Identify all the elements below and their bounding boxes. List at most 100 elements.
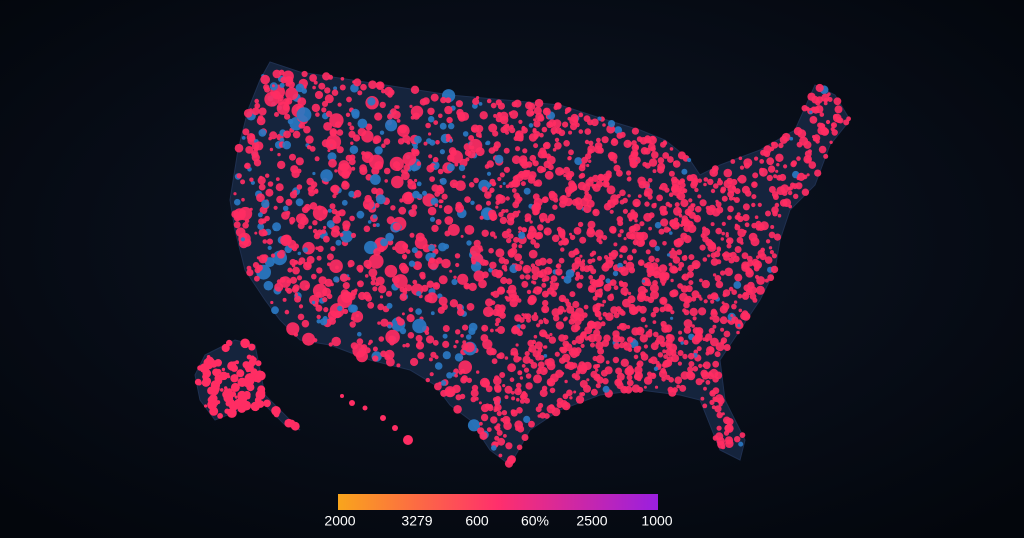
dot [615, 367, 623, 375]
dot [302, 247, 309, 253]
dot [725, 234, 729, 238]
dot [629, 306, 638, 316]
dot [442, 351, 451, 360]
dot [486, 200, 491, 206]
dot [723, 251, 730, 258]
dot [648, 329, 653, 333]
dot [558, 240, 564, 246]
dot [726, 243, 732, 249]
dot [574, 157, 583, 166]
dot [538, 354, 545, 361]
dot [504, 130, 510, 135]
dot [513, 192, 520, 200]
dot [472, 97, 480, 106]
dot [558, 257, 565, 264]
dot [715, 432, 724, 441]
dot [207, 396, 215, 404]
dot [668, 192, 674, 197]
dot [253, 159, 262, 167]
dot [410, 105, 424, 119]
dot [280, 76, 287, 84]
dot [342, 224, 350, 232]
dot [495, 194, 504, 202]
dot [341, 180, 349, 187]
dot [702, 363, 706, 368]
dot [518, 136, 524, 142]
dot [710, 188, 716, 194]
dot [525, 274, 531, 280]
dot [756, 255, 760, 259]
dot [580, 343, 585, 348]
dot [569, 116, 579, 126]
dot [559, 346, 565, 352]
dot [251, 142, 260, 151]
dot [438, 113, 443, 119]
dot [734, 319, 743, 328]
dot [537, 414, 542, 418]
dot [507, 363, 516, 373]
dot [726, 238, 732, 244]
dot [803, 140, 812, 149]
dot [401, 253, 408, 260]
dot [369, 154, 384, 170]
dot [199, 363, 210, 373]
dot [793, 193, 799, 199]
dot [284, 287, 290, 292]
dot [426, 292, 438, 304]
dot [351, 108, 360, 118]
dot [505, 442, 513, 450]
dot [619, 189, 626, 197]
dot [442, 325, 450, 332]
dot [559, 357, 566, 364]
dot [479, 259, 487, 266]
dot [745, 269, 754, 278]
dot [499, 115, 509, 125]
dot [499, 185, 503, 188]
dot [312, 205, 328, 221]
dot [752, 172, 759, 179]
dot [702, 361, 711, 370]
dot [336, 230, 340, 235]
dot [301, 88, 308, 94]
dot [526, 217, 532, 222]
dot [688, 361, 695, 367]
dot [345, 292, 352, 299]
dot [796, 156, 801, 161]
dot [583, 265, 591, 273]
dot [546, 358, 555, 367]
dot [502, 124, 511, 132]
dot [716, 425, 722, 431]
dot [254, 231, 258, 235]
dot [703, 299, 708, 304]
dot [723, 330, 731, 338]
dot [408, 209, 417, 217]
dot [504, 395, 509, 400]
dot [602, 123, 606, 127]
dot [444, 105, 453, 115]
dot [372, 214, 377, 219]
dot [562, 340, 570, 348]
dot [583, 193, 592, 202]
dot [263, 84, 270, 91]
dot [743, 292, 748, 297]
dot [537, 115, 545, 122]
dot [260, 74, 271, 85]
dot [497, 437, 506, 446]
dot [438, 275, 448, 285]
dot [363, 259, 372, 269]
dot [527, 339, 535, 347]
dot [343, 308, 349, 315]
dot [751, 202, 756, 208]
dot [726, 177, 733, 185]
dot [484, 191, 492, 199]
dot [503, 421, 512, 431]
dot [797, 129, 807, 139]
dot [231, 374, 239, 381]
dot [334, 121, 342, 128]
dot [742, 203, 750, 211]
dot [775, 153, 784, 162]
dot [256, 193, 265, 203]
dot [561, 275, 565, 280]
dot [488, 209, 497, 218]
dot [503, 147, 510, 154]
